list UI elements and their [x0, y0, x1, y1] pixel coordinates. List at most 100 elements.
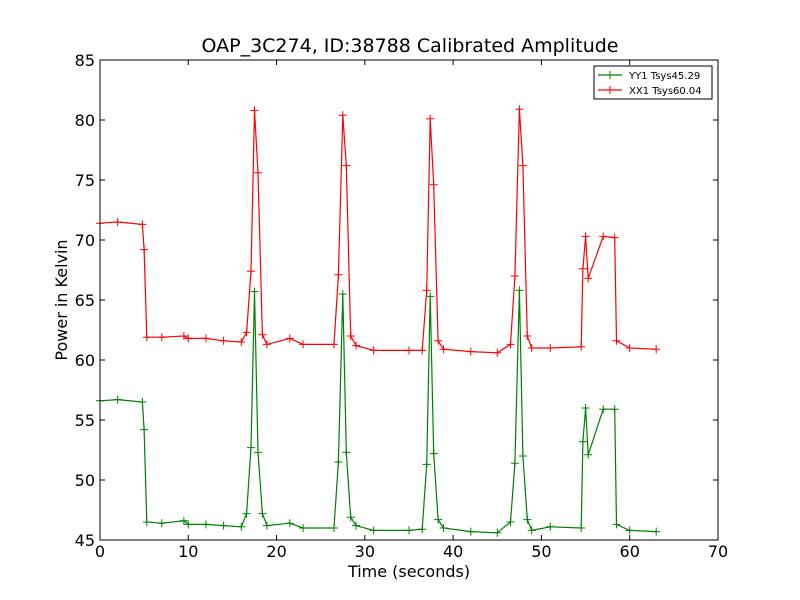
- data-point: [352, 521, 361, 530]
- data-point: [250, 106, 259, 115]
- data-point: [546, 344, 555, 352]
- data-point: [418, 346, 427, 355]
- data-point: [219, 521, 228, 530]
- data-point: [179, 516, 188, 525]
- data-point: [515, 105, 524, 114]
- data-point: [612, 336, 621, 345]
- data-point: [652, 527, 661, 536]
- data-point: [242, 328, 251, 337]
- y-tick-label: 55: [75, 411, 95, 430]
- data-point: [157, 519, 166, 528]
- data-point: [510, 459, 519, 468]
- data-point: [625, 344, 634, 352]
- data-point: [577, 524, 586, 532]
- data-point: [426, 114, 435, 123]
- data-point: [599, 232, 608, 241]
- data-point: [138, 398, 147, 406]
- data-point: [418, 525, 427, 534]
- x-tick-label: 20: [266, 542, 286, 561]
- data-point: [426, 292, 435, 301]
- data-point: [429, 449, 438, 458]
- x-axis-title: Time (seconds): [347, 562, 470, 581]
- data-point: [466, 347, 475, 356]
- data-point: [262, 521, 271, 530]
- data-point: [466, 527, 475, 536]
- data-point: [652, 345, 661, 354]
- data-point: [405, 346, 413, 355]
- y-axis-title: Power in Kelvin: [52, 239, 71, 360]
- data-point: [285, 519, 294, 528]
- data-point: [184, 334, 193, 343]
- data-point: [254, 448, 263, 457]
- data-point: [527, 526, 536, 535]
- data-point: [113, 218, 122, 226]
- data-point: [334, 458, 343, 466]
- data-point: [518, 161, 527, 170]
- data-point: [246, 267, 255, 276]
- data-point: [201, 334, 210, 343]
- data-point: [515, 286, 524, 295]
- data-point: [142, 333, 151, 342]
- data-point: [342, 448, 351, 457]
- data-point: [584, 274, 593, 283]
- data-point: [346, 332, 355, 340]
- data-point: [518, 452, 527, 460]
- axes-ticks: 0 10 20 30 40 50 60 70 45 50 55 60 65 70 75 80 85: [75, 51, 729, 561]
- data-point: [258, 509, 267, 518]
- data-point: [179, 332, 188, 340]
- data-point: [439, 524, 448, 532]
- y-tick-label: 70: [75, 231, 95, 250]
- x-tick-label: 60: [620, 542, 640, 561]
- data-point: [329, 340, 338, 349]
- data-point: [369, 346, 378, 355]
- data-point: [610, 233, 619, 242]
- data-point: [254, 168, 263, 177]
- data-point: [625, 526, 634, 535]
- chart-title: OAP_3C274, ID:38788 Calibrated Amplitude: [202, 35, 619, 57]
- data-point: [219, 336, 228, 345]
- data-point: [439, 345, 448, 354]
- data-point: [338, 290, 347, 298]
- x-tick-label: 10: [178, 542, 198, 561]
- x-tick-label: 40: [443, 542, 463, 561]
- data-point: [527, 344, 536, 352]
- data-point: [299, 524, 308, 532]
- data-point: [577, 342, 586, 351]
- data-point: [434, 336, 443, 345]
- legend-marker: [606, 71, 614, 79]
- data-point: [493, 528, 502, 537]
- data-point: [422, 286, 431, 295]
- series-markers-0: [96, 286, 661, 537]
- data-point: [201, 520, 210, 529]
- data-point: [113, 395, 122, 404]
- data-point: [338, 111, 347, 120]
- data-point: [346, 513, 355, 522]
- data-point: [506, 518, 515, 526]
- data-point: [237, 338, 246, 346]
- data-point: [342, 161, 351, 170]
- x-tick-label: 0: [95, 542, 105, 561]
- data-point: [405, 526, 413, 535]
- data-point: [285, 334, 294, 343]
- data-point: [140, 425, 149, 434]
- data-point: [434, 515, 443, 524]
- data-point: [242, 509, 251, 518]
- data-point: [612, 520, 621, 529]
- data-point: [506, 340, 515, 349]
- data-point: [510, 272, 519, 280]
- data-point: [584, 450, 593, 459]
- data-point: [523, 332, 532, 340]
- series-markers-1: [96, 105, 661, 357]
- data-point: [299, 340, 308, 349]
- data-point: [262, 340, 271, 349]
- data-point: [237, 522, 246, 531]
- legend-box: [593, 65, 713, 100]
- data-point: [599, 405, 608, 414]
- data-point: [578, 264, 587, 273]
- data-point: [250, 287, 259, 296]
- data-point: [422, 460, 431, 469]
- data-point: [578, 437, 587, 446]
- legend-label: YY1 Tsys45.29: [628, 71, 700, 82]
